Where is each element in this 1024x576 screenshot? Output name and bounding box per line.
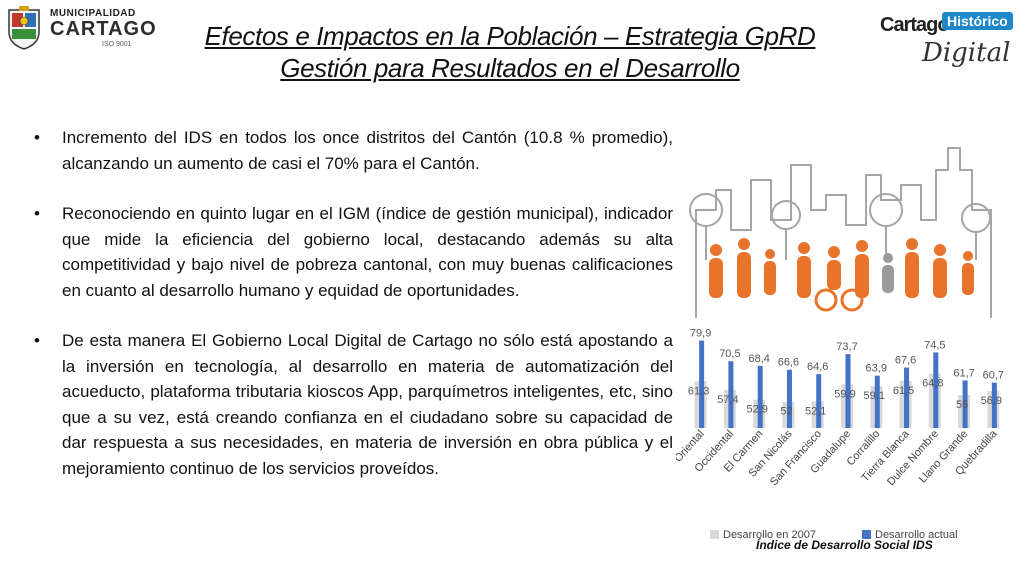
person-icon [827, 246, 841, 290]
data-label-actual: 70,5 [719, 348, 740, 360]
bullet-icon: • [34, 128, 40, 147]
data-label-actual: 60,7 [983, 370, 1004, 382]
bullet-item: • Reconociendo en quinto lugar en el IGM … [30, 201, 673, 303]
bar-actual [962, 380, 968, 428]
data-label-actual: 74,5 [924, 339, 945, 351]
bullet-item: • De esta manera El Gobierno Local Digita… [30, 328, 673, 481]
data-label-2007: 59,1 [864, 390, 885, 402]
iso-badge: ISO 9001 [102, 41, 132, 48]
bullet-icon: • [34, 331, 40, 350]
data-label-2007: 52,9 [746, 404, 767, 416]
brand-word-2: Histórico [942, 12, 1013, 30]
org-name-top: MUNICIPALIDAD [50, 8, 136, 19]
bullet-text: Reconociendo en quinto lugar en el IGM (… [62, 204, 673, 300]
page-title: Efectos e Impactos en la Población – Est… [150, 20, 870, 84]
bar-actual [728, 361, 734, 428]
bar-actual [991, 382, 997, 428]
person-icon [933, 244, 947, 298]
bar-actual [933, 352, 939, 428]
data-label-2007: 64,8 [922, 378, 943, 390]
person-icon [709, 244, 723, 298]
brand-word-3: Digital [922, 38, 1011, 68]
bullet-item: • Incremento del IDS en todos los once di… [30, 125, 673, 176]
data-label-actual: 67,6 [895, 355, 916, 367]
bicycle-wheel-icon [814, 288, 838, 312]
bullet-icon: • [34, 204, 40, 223]
data-label-2007: 56,9 [981, 395, 1002, 407]
data-label-actual: 73,7 [836, 341, 857, 353]
legend-label-actual: Desarrollo actual [875, 529, 958, 541]
bar-actual [904, 367, 910, 428]
person-icon [737, 238, 751, 298]
org-name-main: CARTAGO [50, 18, 157, 40]
bar-actual [845, 354, 851, 428]
bar-actual [699, 340, 705, 428]
ids-figure: 79,9 61,3 Oriental 70,5 57,4 Occidental 68,4 52… [676, 140, 1012, 560]
bullet-text: Incremento del IDS en todos los once dis… [62, 128, 673, 173]
person-icon [855, 240, 869, 298]
legend-label-2007: Desarrollo en 2007 [723, 529, 816, 541]
title-line-2: Gestión para Resultados en el Desarrollo [280, 53, 740, 83]
city-people-illustration [689, 147, 992, 320]
person-icon [962, 251, 974, 295]
data-label-2007: 61,5 [893, 385, 914, 397]
data-label-2007: 55 [956, 399, 968, 411]
data-label-2007: 57,4 [717, 394, 738, 406]
bullet-list: • Incremento del IDS en todos los once di… [30, 125, 673, 506]
municipal-logo: MUNICIPALIDAD CARTAGO ISO 9001 [6, 6, 166, 54]
bar-actual [757, 365, 763, 428]
person-icon [797, 242, 811, 298]
bar-actual [874, 375, 880, 428]
data-label-2007: 61,3 [688, 385, 709, 397]
data-label-2007: 52 [780, 406, 792, 418]
title-line-1: Efectos e Impactos en la Población – Est… [204, 21, 816, 51]
data-label-actual: 63,9 [866, 363, 887, 375]
coat-of-arms-icon [8, 6, 40, 50]
data-label-actual: 79,9 [690, 328, 711, 340]
brand-logo: Cartago Histórico Digital [878, 10, 1013, 72]
chart-background [676, 318, 1012, 560]
bar-actual [816, 374, 822, 428]
data-label-actual: 64,6 [807, 361, 828, 373]
legend-swatch-actual [862, 530, 871, 539]
data-label-2007: 59,9 [834, 388, 855, 400]
person-icon [764, 249, 776, 295]
chart-caption: Índice de Desarrollo Social IDS [756, 538, 933, 552]
chart-legend: Desarrollo en 2007 Desarrollo actual [710, 529, 958, 541]
data-label-2007: 52,1 [805, 405, 826, 417]
brand-word-1: Cartago [880, 14, 950, 36]
person-icon [905, 238, 919, 298]
ids-bar-chart: 79,961,3Oriental70,557,4Occidental68,452… [676, 318, 1012, 560]
bar-actual [786, 369, 792, 428]
data-label-actual: 68,4 [748, 353, 769, 365]
legend-swatch-2007 [710, 530, 719, 539]
data-label-actual: 66,6 [778, 357, 799, 369]
data-label-actual: 61,7 [953, 367, 974, 379]
bullet-text: De esta manera El Gobierno Local Digital… [62, 331, 673, 478]
bicycle-wheel-icon [840, 288, 864, 312]
